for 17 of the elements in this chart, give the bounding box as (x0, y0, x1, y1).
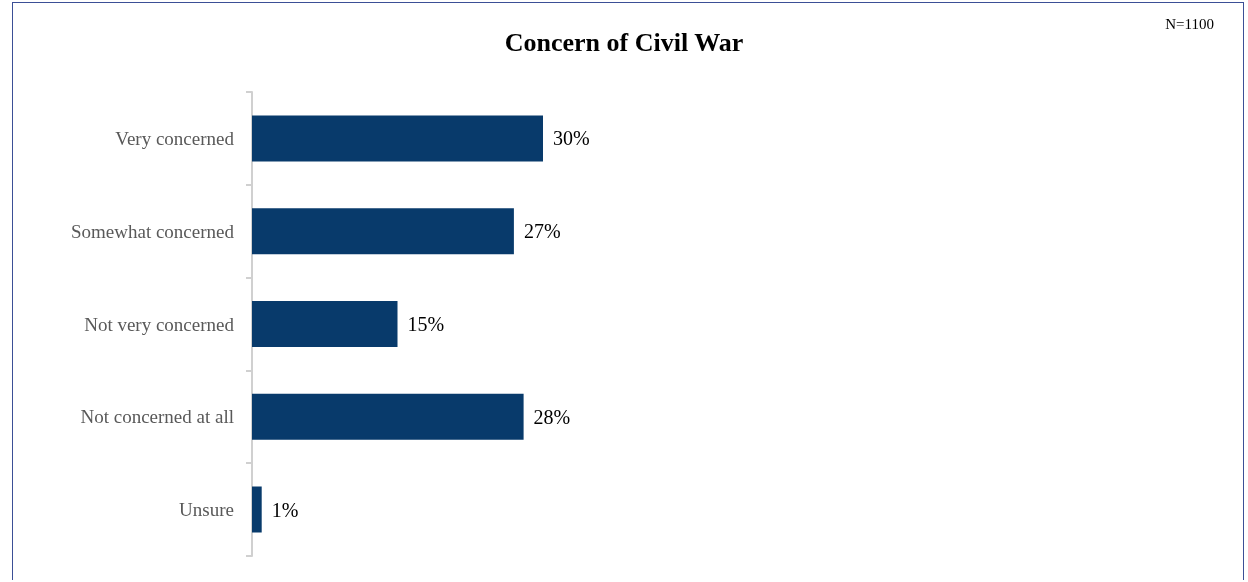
bar (252, 115, 543, 162)
bar (252, 486, 262, 533)
y-tick-label: Very concerned (115, 127, 235, 149)
data-label: 27% (523, 220, 561, 243)
bar (252, 393, 524, 440)
y-tick-label: Not concerned at all (80, 406, 234, 428)
data-label: 28% (533, 405, 571, 428)
bar (252, 208, 514, 255)
bar (252, 301, 398, 347)
y-tick-label: Unsure (179, 499, 234, 521)
text: N=1100 (1165, 16, 1214, 33)
text: Concern of Civil War (504, 27, 744, 57)
data-label: 15% (407, 313, 445, 335)
y-tick-label: Somewhat concerned (70, 220, 235, 242)
data-label: 1% (271, 498, 299, 521)
y-tick-label: Not very concerned (84, 313, 235, 335)
data-label: 30% (553, 127, 590, 150)
